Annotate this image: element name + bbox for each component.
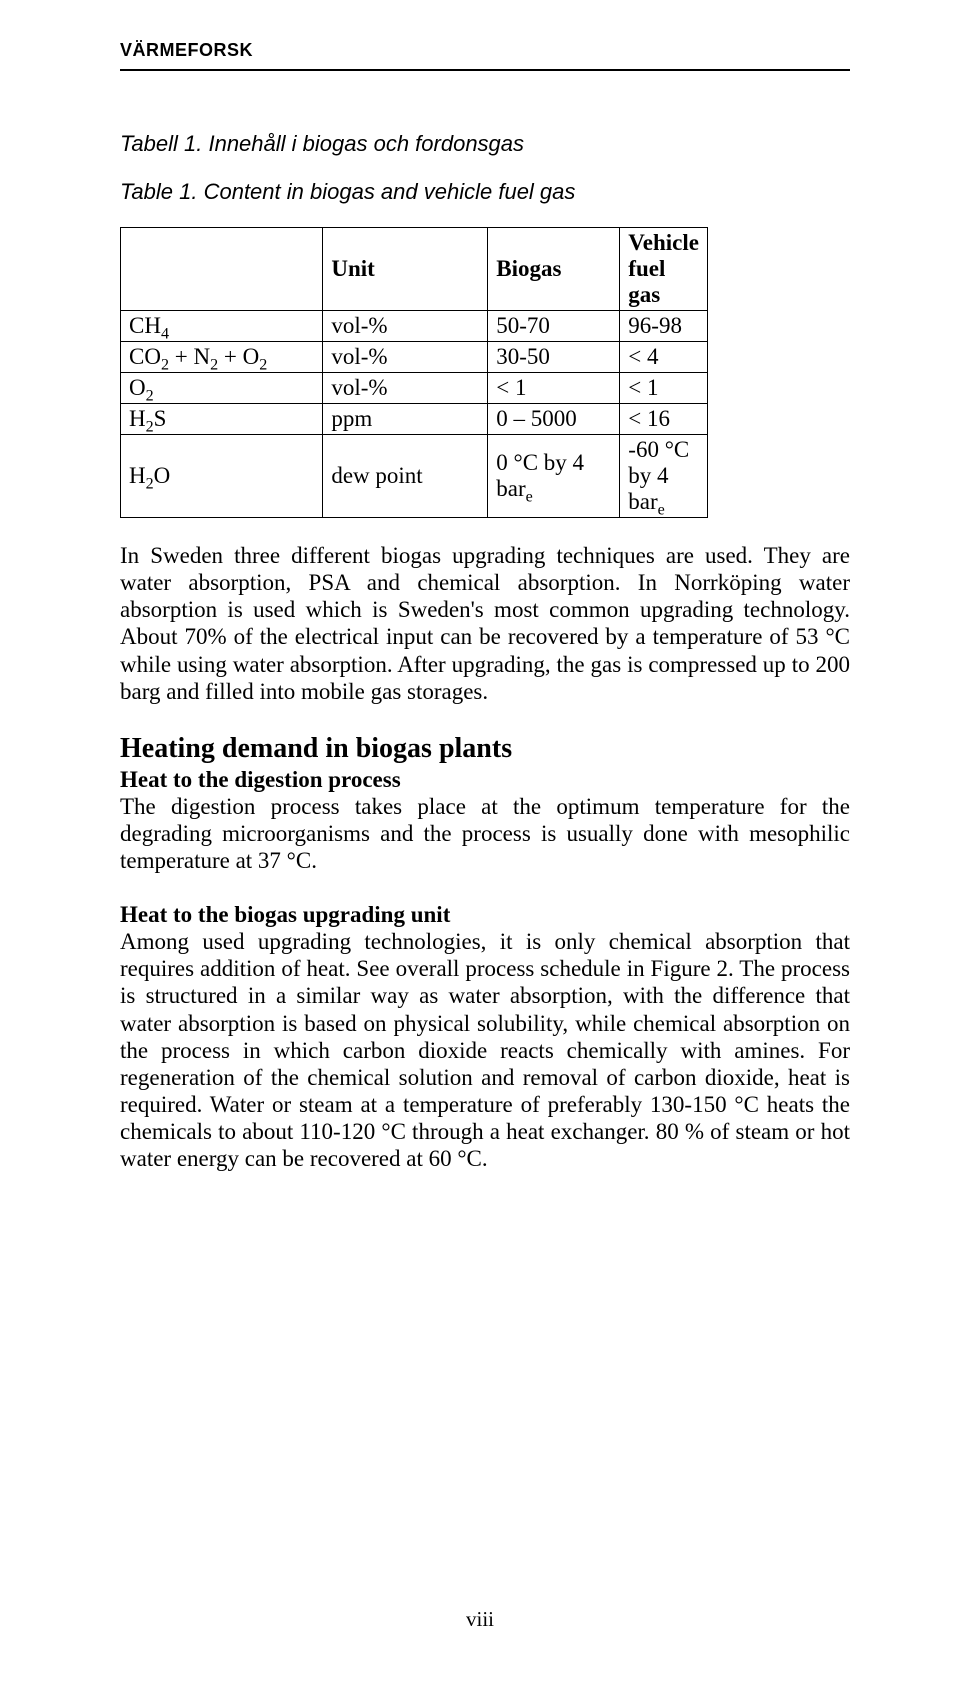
cell-unit: ppm [323, 404, 488, 435]
th-biogas: Biogas [488, 228, 620, 311]
table-row: CH4 vol-% 50-70 96-98 [121, 311, 708, 342]
cell-biogas: < 1 [488, 373, 620, 404]
cell-vehicle: < 16 [620, 404, 708, 435]
paragraph-intro: In Sweden three different biogas upgradi… [120, 542, 850, 705]
cell-vehicle: < 4 [620, 342, 708, 373]
cell-unit: dew point [323, 435, 488, 518]
th-vehicle: Vehicle fuel gas [620, 228, 708, 311]
table-row: H2O dew point 0 °C by 4 bare -60 °C by 4… [121, 435, 708, 518]
th-unit: Unit [323, 228, 488, 311]
header-rule [120, 69, 850, 71]
subheading-digestion: Heat to the digestion process [120, 767, 850, 793]
cell-label: H2S [121, 404, 323, 435]
th-empty [121, 228, 323, 311]
subheading-upgrading: Heat to the biogas upgrading unit [120, 902, 850, 928]
cell-biogas: 0 °C by 4 bare [488, 435, 620, 518]
cell-label: H2O [121, 435, 323, 518]
paragraph-digestion: The digestion process takes place at the… [120, 793, 850, 874]
cell-vehicle: -60 °C by 4 bare [620, 435, 708, 518]
cell-unit: vol-% [323, 342, 488, 373]
page-number: viii [0, 1607, 960, 1632]
cell-label: O2 [121, 373, 323, 404]
cell-biogas: 0 – 5000 [488, 404, 620, 435]
cell-vehicle: < 1 [620, 373, 708, 404]
paragraph-upgrading: Among used upgrading technologies, it is… [120, 928, 850, 1172]
table-row: CO2 + N2 + O2 vol-% 30-50 < 4 [121, 342, 708, 373]
cell-vehicle: 96-98 [620, 311, 708, 342]
cell-label: CO2 + N2 + O2 [121, 342, 323, 373]
header-brand: VÄRMEFORSK [120, 40, 850, 61]
cell-biogas: 30-50 [488, 342, 620, 373]
cell-unit: vol-% [323, 311, 488, 342]
caption-table: Table 1. Content in biogas and vehicle f… [120, 179, 850, 205]
cell-label: CH4 [121, 311, 323, 342]
page: VÄRMEFORSK Tabell 1. Innehåll i biogas o… [0, 0, 960, 1686]
section-heading: Heating demand in biogas plants [120, 733, 850, 765]
cell-unit: vol-% [323, 373, 488, 404]
table-row: H2S ppm 0 – 5000 < 16 [121, 404, 708, 435]
cell-biogas: 50-70 [488, 311, 620, 342]
content-table: Unit Biogas Vehicle fuel gas CH4 vol-% 5… [120, 227, 708, 518]
caption-tabell: Tabell 1. Innehåll i biogas och fordonsg… [120, 131, 850, 157]
table-header-row: Unit Biogas Vehicle fuel gas [121, 228, 708, 311]
table-row: O2 vol-% < 1 < 1 [121, 373, 708, 404]
